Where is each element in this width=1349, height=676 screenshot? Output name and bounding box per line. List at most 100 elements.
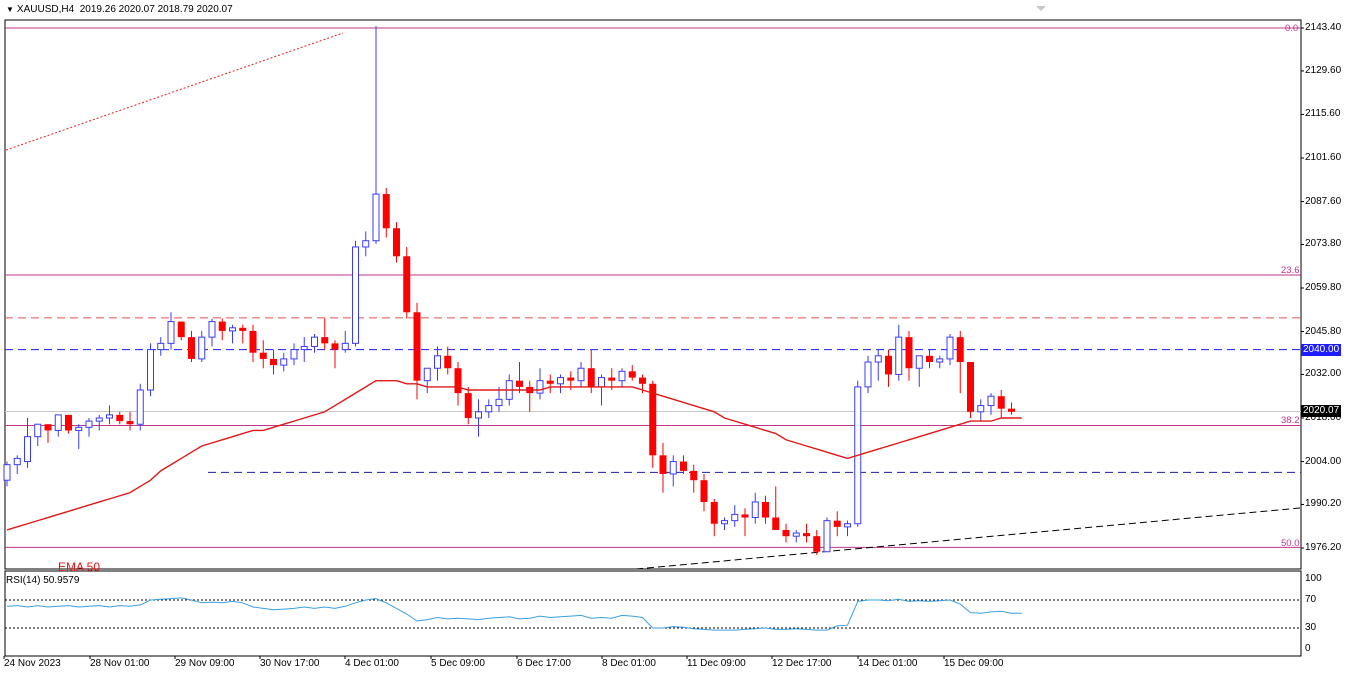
candle-body-bear [628,371,636,378]
time-axis-label: 24 Nov 2023 [4,658,61,669]
candle-body-bull [290,349,298,360]
candle-body-bull [229,327,236,332]
candle-body-bull [946,336,954,360]
price-axis-label: 2004.00 [1305,455,1342,467]
rsi-line [6,597,1022,631]
candle-body-bear [382,194,390,229]
candle-body-bear [249,330,257,353]
candle-body-bear [413,312,421,381]
candle-body-bull [167,321,175,344]
candle-body-bull [895,336,903,375]
price-axis-label: 2129.60 [1305,64,1342,76]
candle-body-bear [587,368,595,387]
candle-body-bull [198,336,206,360]
candle-body-bull [864,361,872,388]
candle-body-bull [823,520,831,553]
candle-body-bear [833,520,841,527]
candle-body-bear [259,352,267,359]
time-axis-label: 11 Dec 09:00 [687,658,746,669]
time-axis-label: 28 Nov 01:00 [90,658,150,669]
candle-body-bull [95,417,103,422]
candle-body-bull [844,523,851,528]
candle-body-bear [649,383,657,456]
collapse-triangle-icon[interactable]: ▼ [6,5,14,14]
price-axis-label: 2032.00 [1305,368,1342,380]
candle-body-bear [239,327,247,331]
time-axis-label: 15 Dec 09:00 [944,658,1004,669]
candle-body-bull [977,405,985,413]
candle-body-bull [54,414,62,431]
candle-body-bull [731,513,739,522]
time-axis-label: 4 Dec 01:00 [345,658,399,669]
candle-body-bear [116,414,124,422]
candle-body-bull [475,411,482,419]
candle-body-bear [741,514,749,518]
candle-body-bull [721,520,728,525]
candle-body-bear [546,380,554,384]
candle-body-bear [803,533,810,537]
symbol-timeframe: XAUUSD,H4 [16,4,75,15]
candle-body-bear [567,377,575,381]
candle-body-bear [65,414,72,431]
candle-body-bear [680,461,687,471]
candle-body-bear [516,380,523,387]
fib-anchor-trendline [5,32,344,151]
candle-body-bull [147,349,154,391]
rsi-axis-label: 0 [1305,643,1311,654]
price-axis-label: 2045.80 [1305,325,1342,337]
time-axis-label: 5 Dec 09:00 [431,658,485,669]
price-axis-label: 2101.60 [1305,152,1342,163]
ohlc-values: 2019.26 2020.07 2018.79 2020.07 [79,4,233,15]
price-axis-label: 2115.60 [1305,108,1341,120]
rsi-axis-label: 30 [1305,622,1317,633]
candle-body-bear [403,256,411,313]
candle-body-bull [536,380,544,394]
rsi-axis-label: 70 [1305,594,1317,605]
time-axis-label: 8 Dec 01:00 [602,658,656,669]
candle-body-bear [444,355,452,369]
rsi-header: RSI(14) 50.9579 [6,575,80,586]
candle-body-bear [926,355,933,363]
candle-body-bull [423,367,431,382]
rsi-axis-label: 100 [1305,573,1322,584]
candle-body-bear [270,358,277,366]
candle-body-bull [280,358,288,366]
candle-body-bull [557,377,564,385]
price-axis-label: 2143.40 [1305,22,1342,33]
candle-body-bear [690,470,698,481]
candle-body-bear [772,517,780,530]
candle-body-bear [44,424,52,431]
price-axis-label: 1990.20 [1305,498,1342,510]
time-axis-label: 30 Nov 17:00 [260,658,320,669]
price-axis-label: 2087.60 [1305,195,1342,207]
time-axis-label: 6 Dec 17:00 [517,658,571,669]
candle-body-bull [341,342,349,351]
candle-body-bull [300,345,308,351]
candle-body-bear [997,396,1005,409]
time-axis-label: 29 Nov 09:00 [175,658,235,669]
candle-body-bull [85,420,93,428]
candle-body-bull [311,336,318,347]
main-pane-border [4,19,1302,570]
candle-body-bull [106,414,113,419]
candle-body-bull [34,423,42,438]
price-axis-label: 2018.00 [1305,412,1342,423]
chart-header: ▼ XAUUSD,H4 2019.26 2020.07 2018.79 2020.… [6,4,233,15]
candle-body-bear [659,455,667,474]
time-axis-label: 12 Dec 17:00 [772,658,832,669]
candle-body-bear [1008,408,1015,412]
candle-body-bear [331,343,339,350]
candle-body-bull [485,405,493,413]
candle-body-bear [885,355,892,375]
candle-body-bull [936,358,944,363]
candle-body-bear [967,362,974,412]
candle-body-bull [618,370,626,382]
candle-body-bull [751,501,759,519]
candle-body-bear [177,321,185,338]
candle-body-bull [495,398,503,407]
fib-label-50: 50.0 [1281,538,1300,549]
candle-body-bull [792,532,800,537]
candle-body-bear [956,337,964,363]
